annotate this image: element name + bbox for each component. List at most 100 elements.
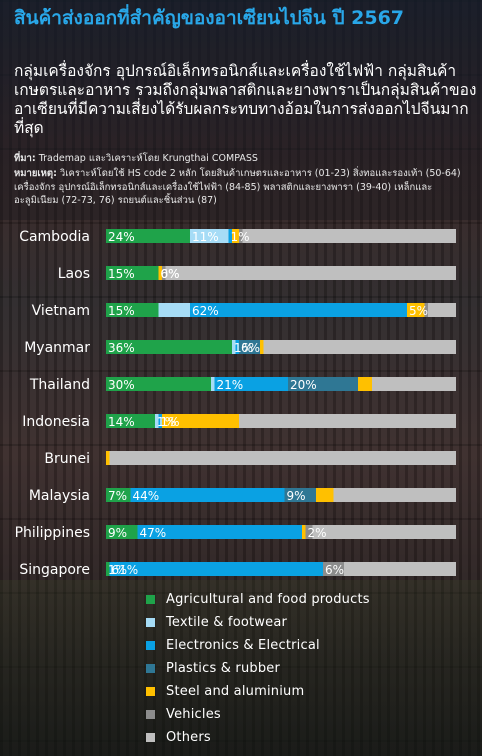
bar-segment: [158, 414, 162, 428]
bar-segment: [333, 488, 456, 502]
legend-item: Others: [146, 726, 370, 749]
bar-segment: [106, 340, 232, 354]
country-label: Philippines: [15, 525, 90, 541]
data-label: 1%: [161, 415, 180, 429]
data-label: 36%: [108, 341, 135, 355]
legend-swatch: [146, 733, 155, 742]
background-tint-top: [0, 0, 482, 220]
legend-label: Steel and aluminium: [166, 684, 305, 699]
country-label: Laos: [58, 266, 90, 282]
bar-segment: [106, 229, 190, 243]
bar-segment: [305, 525, 313, 539]
bar-segment: [228, 229, 232, 243]
bar-segment: [214, 377, 288, 391]
data-label: 7%: [108, 489, 127, 503]
methodology-note: หมายเหตุ: วิเคราะห์โดยใช้ HS code 2 หลัก…: [14, 167, 474, 208]
bar-segment: [106, 266, 159, 280]
bar-segment: [106, 451, 110, 465]
data-label: 9%: [108, 526, 127, 540]
legend-label: Electronics & Electrical: [166, 638, 320, 653]
legend-label: Agricultural and food products: [166, 592, 370, 607]
data-label: 6%: [241, 341, 260, 355]
legend-swatch: [146, 664, 155, 673]
country-label: Malaysia: [29, 488, 90, 504]
data-label: 24%: [108, 230, 135, 244]
legend-swatch: [146, 618, 155, 627]
bar-segment: [109, 562, 323, 576]
bar-segment: [162, 266, 166, 280]
source-text: Trademap และวิเคราะห์โดย Krungthai COMPA…: [35, 153, 258, 164]
data-label: 44%: [133, 489, 160, 503]
bar-segment: [316, 488, 334, 502]
bar-segment: [372, 377, 456, 391]
data-label: 21%: [217, 378, 244, 392]
legend-swatch: [146, 641, 155, 650]
bar-segment: [407, 303, 425, 317]
bar-segment: [130, 488, 285, 502]
data-label: 61%: [112, 563, 139, 577]
source-label: ที่มา:: [14, 153, 36, 164]
bar-segment: [106, 562, 110, 576]
note-text: วิเคราะห์โดยใช้ HS code 2 หลัก โดยสินค้า…: [14, 168, 461, 206]
bar-segment: [232, 340, 236, 354]
bar-segment: [106, 525, 138, 539]
data-label: 6%: [325, 563, 344, 577]
bar-segment: [344, 562, 456, 576]
data-label: 1%: [157, 415, 176, 429]
data-label: 15%: [108, 304, 135, 318]
data-label: 30%: [108, 378, 135, 392]
bar-segment: [106, 303, 159, 317]
bar-segment: [242, 229, 456, 243]
data-label: 11%: [192, 230, 219, 244]
bar-segment: [106, 377, 211, 391]
bar-segment: [109, 451, 456, 465]
legend-item: Vehicles: [146, 703, 370, 726]
data-label: 0%: [161, 267, 180, 281]
country-label: Myanmar: [24, 340, 90, 356]
bar-segment: [106, 488, 131, 502]
data-label: 1%: [234, 341, 253, 355]
data-label: 47%: [140, 526, 167, 540]
bar-segment: [232, 229, 239, 243]
country-label: Indonesia: [22, 414, 90, 430]
legend-item: Textile & footwear: [146, 611, 370, 634]
chart-title: สินค้าส่งออกที่สำคัญของอาเซียนไปจีน ปี 2…: [14, 7, 405, 29]
country-label: Cambodia: [19, 229, 90, 245]
bar-segment: [158, 266, 162, 280]
source-note: ที่มา: Trademap และวิเคราะห์โดย Krungtha…: [14, 152, 474, 165]
stacked-bar-chart: Cambodia 24% 11% 1%Laos 15% 0%6%Vietnam 15% 62%…: [15, 229, 456, 578]
data-label: 62%: [192, 304, 219, 318]
country-label: Vietnam: [32, 303, 90, 319]
bar-segment: [288, 377, 358, 391]
bar-segment: [165, 266, 456, 280]
legend-item: Steel and aluminium: [146, 680, 370, 703]
data-label: 6%: [161, 267, 180, 281]
data-label: 20%: [290, 378, 317, 392]
bar-segment: [137, 525, 302, 539]
bar-segment: [260, 340, 264, 354]
note-label: หมายเหตุ:: [14, 168, 57, 179]
background-tint-bottom: [0, 580, 482, 756]
chart-subtitle: กลุ่มเครื่องจักร อุปกรณ์อิเล็กทรอนิกส์แล…: [14, 62, 477, 137]
legend-label: Textile & footwear: [166, 615, 288, 630]
bar-segment: [358, 377, 372, 391]
data-label: 9%: [287, 489, 306, 503]
bar-segment: [302, 525, 306, 539]
bar-segment: [239, 229, 243, 243]
bar-segment: [155, 414, 159, 428]
legend-item: Agricultural and food products: [146, 588, 370, 611]
legend-item: Electronics & Electrical: [146, 634, 370, 657]
country-label: Thailand: [29, 377, 90, 393]
country-label: Singapore: [19, 562, 90, 578]
bar-segment: [235, 340, 239, 354]
bar-segment: [190, 303, 407, 317]
bar-segment: [106, 414, 155, 428]
legend-item: Plastics & rubber: [146, 657, 370, 680]
bar-segment: [162, 414, 239, 428]
bar-segment: [190, 229, 229, 243]
legend-swatch: [146, 595, 155, 604]
data-label: 2%: [308, 526, 327, 540]
bar-segment: [312, 525, 456, 539]
bar-segment: [239, 340, 260, 354]
data-label: 1%: [231, 230, 250, 244]
